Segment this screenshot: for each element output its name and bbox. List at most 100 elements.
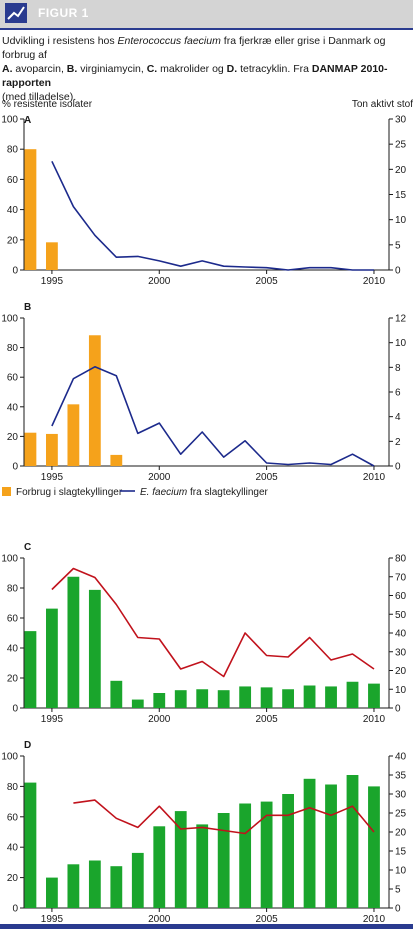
panel-d-ytick-label: 60 — [7, 812, 19, 823]
panel-b-y2tick-label: 0 — [395, 462, 401, 473]
panel-a-ytick-label: 20 — [7, 235, 19, 246]
panel-d-bar-2009 — [346, 775, 359, 908]
panel-c-ytick-label: 40 — [7, 644, 19, 655]
caption-text-3: (med tilladelse). — [2, 91, 77, 103]
panel-a-y2tick-label: 15 — [395, 190, 407, 201]
panel-d-y2tick-label: 35 — [395, 771, 407, 782]
panel-b-legend-bar-label: Forbrug i slagtekyllinger — [16, 487, 123, 498]
panel-b-bar-1995 — [46, 433, 58, 466]
panel-b-ytick-label: 60 — [7, 373, 19, 384]
panel-d-bar-1998 — [110, 866, 123, 908]
panel-c-bar-1995 — [46, 608, 58, 708]
panel-c-y2tick-label: 50 — [395, 610, 407, 621]
panel-a-ytick-label: 40 — [7, 205, 19, 216]
panel-a-ytick-label: 80 — [7, 145, 19, 156]
panel-c-y2tick-label: 20 — [395, 666, 407, 677]
panel-d-ytick-label: 100 — [1, 752, 18, 763]
panel-b-bar-1994 — [24, 432, 37, 466]
caption-source: DANMAP 2010-rapporten — [2, 63, 388, 89]
panel-c-bar-2004 — [239, 686, 252, 708]
caption-d-text: tetracyklin. Fra — [237, 63, 312, 75]
panel-d-y2tick-label: 10 — [395, 866, 407, 877]
panel-d-y2tick-label: 40 — [395, 752, 407, 763]
panel-d-xtick-label: 2005 — [255, 914, 278, 925]
panel-b-xtick-label: 1995 — [41, 472, 64, 483]
panel-c-bar-1999 — [131, 699, 144, 708]
panel-d-y2tick-label: 0 — [395, 904, 401, 915]
panel-a-y2tick-label: 30 — [395, 115, 407, 126]
panel-b-ytick-label: 100 — [1, 314, 18, 325]
panel-c-ytick-label: 80 — [7, 584, 19, 595]
panel-c-bar-2006 — [282, 689, 294, 708]
panel-c-ytick-label: 100 — [1, 554, 18, 565]
caption-text-1: Udvikling i resistens hos — [2, 35, 118, 47]
panel-c-y2tick-label: 0 — [395, 704, 401, 715]
panel-b-xtick-label: 2010 — [363, 472, 386, 483]
caption-a-label: A. — [2, 63, 13, 75]
panel-c-bar-2010 — [368, 683, 380, 708]
panel-c-y2tick-label: 30 — [395, 647, 407, 658]
panel-c-bar-1994 — [24, 631, 37, 708]
panel-d-ytick-label: 40 — [7, 843, 19, 854]
panel-b-legend-line-text: fra slagtekyllinger — [187, 487, 268, 498]
panel-a-xtick-label: 2010 — [363, 276, 386, 287]
panel-d-ytick-label: 20 — [7, 873, 19, 884]
panel-c-y2tick-label: 10 — [395, 685, 407, 696]
panel-d-bar-1999 — [131, 852, 144, 908]
panel-a-y2tick-label: 10 — [395, 215, 407, 226]
panel-c-y2tick-label: 80 — [395, 554, 407, 565]
panel-c-xtick-label: 2010 — [363, 714, 386, 725]
panel-a-ytick-label: 0 — [12, 266, 18, 277]
panel-c-bar-2002 — [196, 689, 209, 708]
panel-c-bar-2000 — [153, 693, 166, 708]
panel-d-y2tick-label: 20 — [395, 828, 407, 839]
panel-c-bar-2003 — [217, 690, 230, 708]
panel-c-ytick-label: 60 — [7, 614, 19, 625]
chart-icon — [5, 3, 27, 23]
panel-c-bar-2005 — [260, 687, 273, 708]
caption-b-label: B. — [66, 63, 78, 75]
panel-b-ytick-label: 40 — [7, 402, 19, 413]
panel-d-bar-1994 — [24, 782, 37, 908]
caption-species: Enterococcus faecium — [117, 35, 221, 47]
panel-d-ytick-label: 80 — [7, 782, 19, 793]
panel-d-bar-1997 — [88, 860, 101, 908]
panel-c-xtick-label: 2000 — [148, 714, 171, 725]
panel-a-xtick-label: 2005 — [255, 276, 278, 287]
panel-c-ytick-label: 0 — [12, 704, 18, 715]
panel-c-y2tick-label: 60 — [395, 591, 407, 602]
panel-d-ytick-label: 0 — [12, 904, 18, 915]
panel-b-legend-species: E. faecium — [140, 487, 187, 498]
panel-c-xtick-label: 1995 — [41, 714, 64, 725]
caption-b-text: virginiamycin, — [77, 63, 147, 75]
panel-a-bar-1995 — [46, 242, 58, 270]
panel-b-y2tick-label: 8 — [395, 363, 401, 374]
panel-d-letter: D — [24, 740, 31, 751]
panel-d-bar-2008 — [325, 784, 337, 908]
panel-d-bar-2002 — [196, 824, 209, 908]
panel-a-y2tick-label: 25 — [395, 140, 407, 151]
panel-b-ytick-label: 0 — [12, 462, 18, 473]
panel-d-bar-2004 — [239, 803, 252, 908]
panel-b-ytick-label: 20 — [7, 432, 19, 443]
panel-b-resistance-line — [51, 365, 375, 467]
panel-c-y2tick-label: 40 — [395, 629, 407, 640]
panel-b-xtick-label: 2000 — [148, 472, 171, 483]
panel-c-bar-2008 — [325, 686, 337, 708]
panel-c-bar-2009 — [346, 681, 359, 708]
panel-a-y2tick-label: 0 — [395, 266, 401, 277]
panel-c-y2tick-label: 70 — [395, 572, 407, 583]
panel-c-bar-1998 — [110, 680, 123, 708]
panel-d-bar-1995 — [46, 877, 58, 908]
panel-a-bar-1994 — [24, 149, 37, 270]
caption-c-label: C. — [146, 63, 158, 75]
panel-d-bar-2006 — [282, 794, 294, 908]
panel-b-y2tick-label: 6 — [395, 388, 401, 399]
panel-b-bar-1996 — [67, 404, 80, 466]
panel-b-letter: B — [24, 302, 31, 313]
panel-a-y2tick-label: 5 — [395, 240, 401, 251]
panel-a-letter: A — [24, 115, 31, 126]
panel-d-xtick-label: 2010 — [363, 914, 386, 925]
panel-b-ytick-label: 80 — [7, 343, 19, 354]
